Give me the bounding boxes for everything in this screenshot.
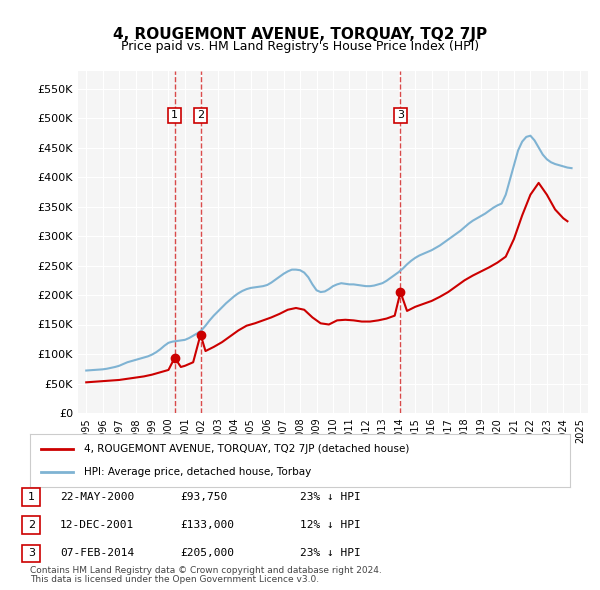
Text: HPI: Average price, detached house, Torbay: HPI: Average price, detached house, Torb… xyxy=(84,467,311,477)
Text: 1: 1 xyxy=(28,492,35,502)
Text: 2: 2 xyxy=(197,110,204,120)
Text: 22-MAY-2000: 22-MAY-2000 xyxy=(60,492,134,502)
Text: 3: 3 xyxy=(28,549,35,558)
Text: 2: 2 xyxy=(28,520,35,530)
Text: Contains HM Land Registry data © Crown copyright and database right 2024.: Contains HM Land Registry data © Crown c… xyxy=(30,566,382,575)
Text: £133,000: £133,000 xyxy=(180,520,234,530)
Text: £93,750: £93,750 xyxy=(180,492,227,502)
Text: This data is licensed under the Open Government Licence v3.0.: This data is licensed under the Open Gov… xyxy=(30,575,319,584)
Text: £205,000: £205,000 xyxy=(180,549,234,558)
Text: 07-FEB-2014: 07-FEB-2014 xyxy=(60,549,134,558)
Text: 4, ROUGEMONT AVENUE, TORQUAY, TQ2 7JP (detached house): 4, ROUGEMONT AVENUE, TORQUAY, TQ2 7JP (d… xyxy=(84,444,409,454)
Text: 3: 3 xyxy=(397,110,404,120)
Text: 4, ROUGEMONT AVENUE, TORQUAY, TQ2 7JP: 4, ROUGEMONT AVENUE, TORQUAY, TQ2 7JP xyxy=(113,27,487,41)
Text: 1: 1 xyxy=(171,110,178,120)
Text: 12% ↓ HPI: 12% ↓ HPI xyxy=(300,520,361,530)
Text: 23% ↓ HPI: 23% ↓ HPI xyxy=(300,492,361,502)
Text: 23% ↓ HPI: 23% ↓ HPI xyxy=(300,549,361,558)
Text: Price paid vs. HM Land Registry's House Price Index (HPI): Price paid vs. HM Land Registry's House … xyxy=(121,40,479,53)
Text: 12-DEC-2001: 12-DEC-2001 xyxy=(60,520,134,530)
